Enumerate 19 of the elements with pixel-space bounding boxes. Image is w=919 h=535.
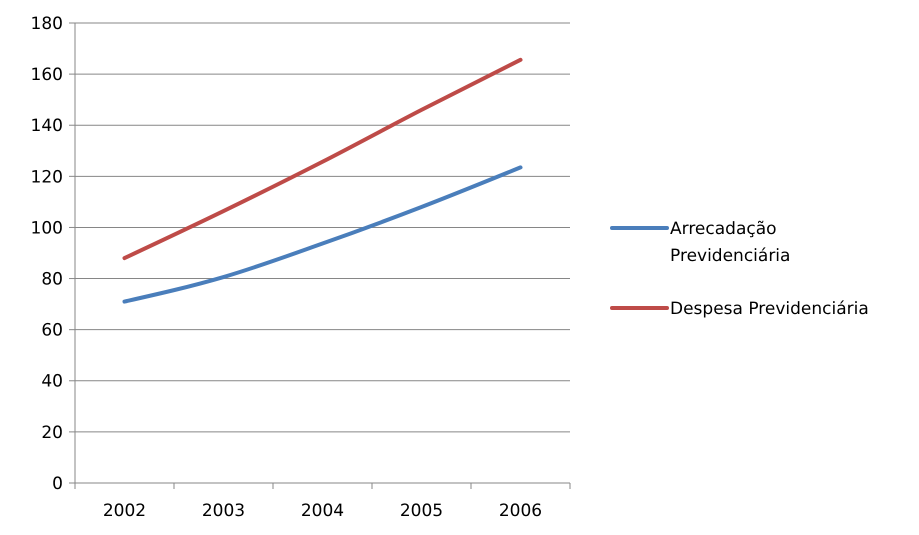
y-tick-label: 60 [41,320,63,341]
x-tick-label: 2002 [102,501,146,521]
legend-label: Arrecadação Previdenciária [670,218,790,266]
x-tick-label: 2006 [498,501,542,521]
x-tick-label: 2005 [400,501,444,521]
y-tick-label: 80 [41,270,63,290]
x-tick-label: 2003 [202,501,246,521]
y-tick-label: 180 [30,14,63,34]
y-tick-label: 140 [30,116,63,136]
legend-label: Despesa Previdenciária [670,298,869,319]
x-tick-label: 2004 [300,501,344,521]
y-tick-label: 0 [52,474,63,494]
y-tick-label: 160 [30,65,63,86]
line-series [122,58,522,260]
line-series [122,165,522,304]
y-tick-label: 120 [30,167,63,188]
y-tick-label: 20 [41,422,63,443]
y-tick-label: 100 [30,218,63,238]
y-tick-label: 40 [41,372,63,392]
